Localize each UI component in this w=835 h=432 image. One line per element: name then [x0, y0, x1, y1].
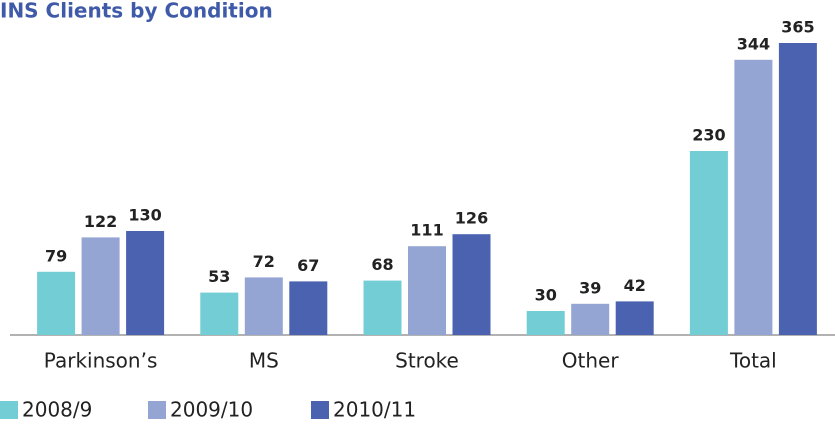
legend-swatch — [311, 401, 329, 419]
data-label: 111 — [410, 221, 443, 240]
legend-label: 2008/9 — [22, 398, 92, 422]
bar — [571, 303, 610, 335]
legend-label: 2010/11 — [333, 398, 416, 422]
chart-title: INS Clients by Condition — [0, 0, 273, 23]
bar — [526, 311, 565, 335]
bar — [689, 151, 728, 335]
bar — [408, 246, 446, 335]
x-tick-label: Other — [562, 349, 620, 373]
data-label: 126 — [455, 209, 488, 228]
x-tick-label: MS — [249, 349, 279, 373]
bar — [200, 292, 239, 335]
data-label: 68 — [371, 255, 393, 274]
x-tick-label: Stroke — [395, 349, 459, 373]
data-label: 42 — [624, 276, 646, 295]
data-label: 72 — [253, 252, 275, 271]
data-label: 130 — [128, 206, 161, 225]
data-label: 230 — [692, 126, 725, 145]
legend-label: 2009/10 — [170, 398, 253, 422]
legend-swatch — [0, 401, 18, 419]
bar — [452, 234, 491, 335]
bar — [363, 280, 402, 335]
bar — [289, 281, 328, 335]
data-label: 79 — [45, 246, 67, 265]
data-label: 365 — [781, 18, 814, 37]
data-label: 53 — [208, 267, 230, 286]
bar — [37, 271, 76, 335]
bar — [81, 237, 120, 335]
data-label: 30 — [535, 286, 557, 305]
x-tick-label: Total — [729, 349, 777, 373]
bar — [778, 43, 817, 335]
data-label: 122 — [84, 212, 117, 231]
bar — [734, 59, 773, 336]
bar — [126, 231, 165, 335]
legend-swatch — [148, 401, 166, 419]
data-label: 67 — [297, 256, 319, 275]
data-label: 344 — [737, 34, 770, 53]
bar — [615, 301, 654, 335]
bar — [244, 277, 283, 335]
data-label: 39 — [579, 278, 601, 297]
x-tick-label: Parkinson’s — [44, 349, 158, 373]
